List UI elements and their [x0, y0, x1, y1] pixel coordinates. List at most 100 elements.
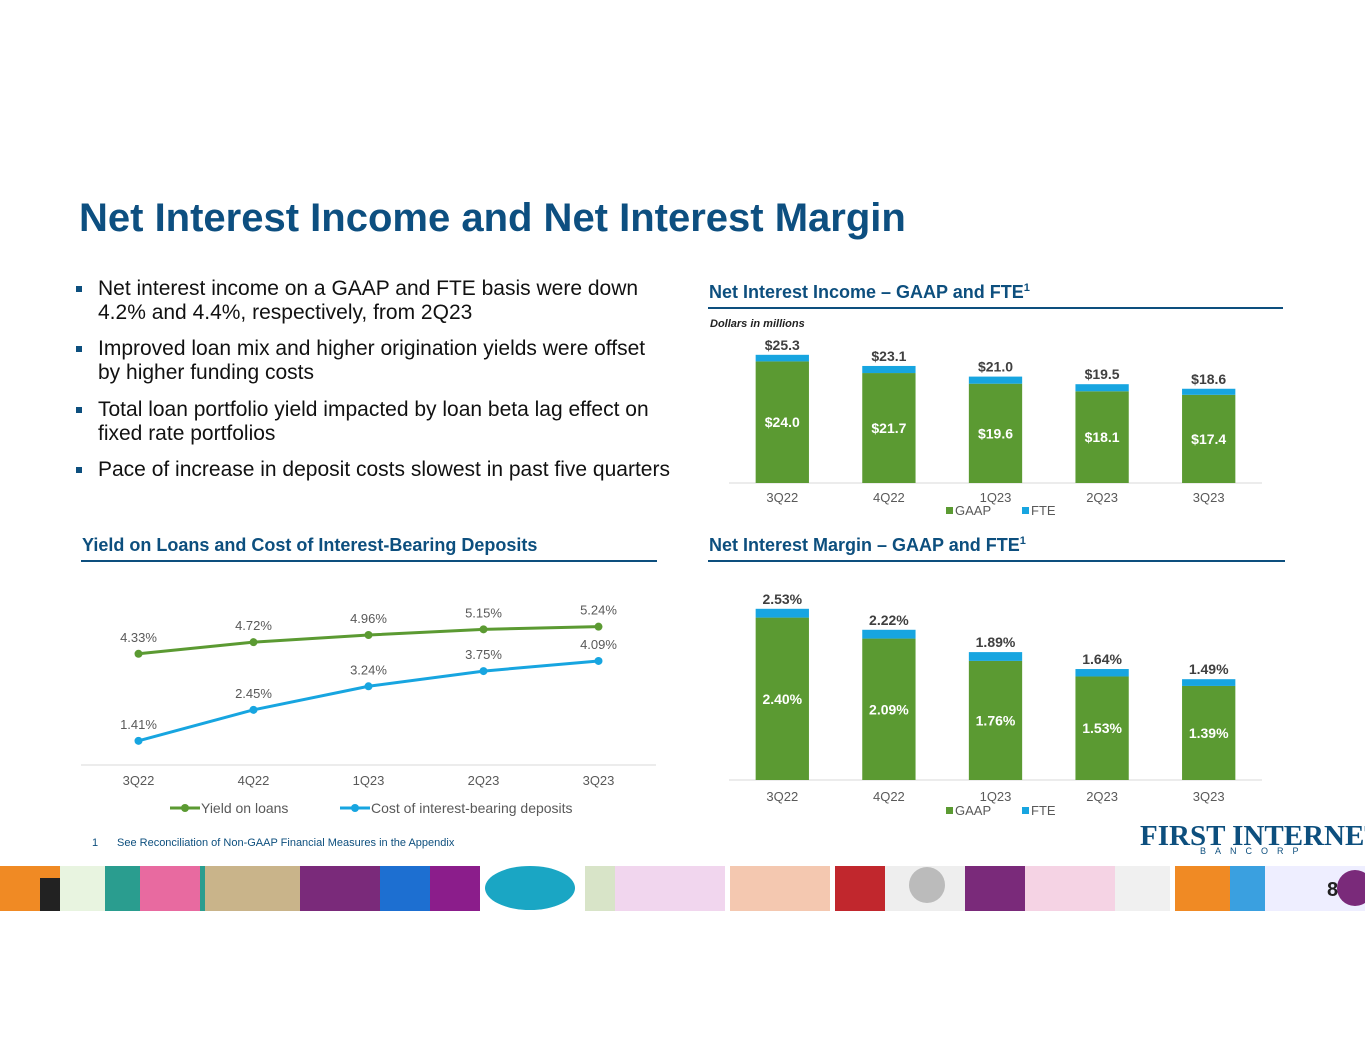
value-label: 4.09%: [580, 637, 617, 652]
legend-label: GAAP: [955, 503, 991, 518]
chart-title: Net Interest Income – GAAP and FTE1: [709, 282, 1030, 302]
value-label: 4.96%: [350, 611, 387, 626]
value-label: $19.6: [978, 425, 1013, 441]
x-tick-label: 3Q23: [1193, 490, 1225, 505]
x-tick-label: 4Q22: [873, 789, 905, 804]
bullet: Pace of increase in deposit costs slowes…: [76, 458, 673, 482]
total-label: 2.22%: [869, 612, 909, 628]
point: [594, 622, 603, 631]
chart-title: Net Interest Margin – GAAP and FTE1: [709, 535, 1026, 555]
bar-segment: [1182, 685, 1236, 780]
value-label: 3.24%: [350, 662, 387, 677]
bar-segment: [1182, 388, 1236, 395]
bar-segment: [968, 383, 1023, 483]
chart-subtitle: Dollars in millions: [710, 318, 805, 330]
chart-title-note: 1: [1024, 282, 1030, 294]
total-label: 2.53%: [762, 591, 802, 607]
logo-name: FIRST INTERNET: [1140, 820, 1365, 852]
point: [249, 705, 258, 714]
x-tick-label: 2Q23: [468, 773, 500, 788]
point: [479, 625, 488, 634]
x-tick-label: 3Q23: [583, 773, 615, 788]
chart-title-text: Net Interest Margin – GAAP and FTE: [709, 535, 1020, 555]
chart-title-note: 1: [1020, 535, 1026, 547]
x-tick-label: 4Q22: [873, 490, 905, 505]
total-label: 1.64%: [1082, 651, 1122, 667]
value-label: 5.15%: [465, 605, 502, 620]
total-label: $21.0: [978, 359, 1013, 375]
bullet: Total loan portfolio yield impacted by l…: [76, 398, 673, 446]
bar-segment: [968, 660, 1023, 780]
legend-swatch: [946, 507, 953, 514]
legend-label: Cost of interest-bearing deposits: [371, 800, 573, 816]
value-label: 1.76%: [976, 712, 1016, 728]
value-label: 5.24%: [580, 603, 617, 618]
series-line: [138, 625, 599, 656]
total-label: $25.3: [765, 337, 800, 353]
chart-title-text: Net Interest Income – GAAP and FTE: [709, 282, 1024, 302]
x-tick-label: 1Q23: [353, 773, 385, 788]
value-label: 4.33%: [120, 630, 157, 645]
value-label: 4.72%: [235, 618, 272, 633]
bar-segment: [755, 361, 809, 483]
bar-segment: [755, 354, 809, 362]
point: [594, 656, 603, 665]
value-label: 2.09%: [869, 701, 909, 717]
total-label: $19.5: [1085, 366, 1120, 382]
page-number: 8: [1327, 879, 1338, 901]
bar-segment: [1075, 676, 1129, 780]
chart-title: Yield on Loans and Cost of Interest-Bear…: [82, 535, 537, 555]
bar-segment: [862, 365, 916, 374]
value-label: 1.39%: [1189, 725, 1229, 741]
bar-segment: [1075, 384, 1129, 392]
x-tick-label: 2Q23: [1086, 490, 1118, 505]
point: [364, 631, 373, 640]
legend-label: GAAP: [955, 803, 991, 818]
legend-label: Yield on loans: [201, 800, 288, 816]
point: [364, 682, 373, 691]
value-label: 1.53%: [1082, 720, 1122, 736]
chart-title-text: Yield on Loans and Cost of Interest-Bear…: [82, 535, 537, 555]
x-tick-label: 3Q22: [766, 490, 798, 505]
x-tick-label: 1Q23: [980, 490, 1012, 505]
value-label: 2.45%: [235, 686, 272, 701]
bar-segment: [862, 629, 916, 639]
value-label: 2.40%: [762, 691, 802, 707]
legend-dot: [351, 804, 359, 812]
legend-dot: [181, 804, 189, 812]
bar-segment: [862, 373, 916, 483]
total-label: 1.49%: [1189, 661, 1229, 677]
value-label: $18.1: [1085, 429, 1120, 445]
point: [249, 638, 258, 647]
x-tick-label: 3Q22: [766, 789, 798, 804]
legend-swatch: [946, 807, 953, 814]
value-label: 3.75%: [465, 647, 502, 662]
bar-segment: [1075, 391, 1129, 483]
bar-segment: [1182, 679, 1236, 686]
x-tick-label: 2Q23: [1086, 789, 1118, 804]
logo-tagline: BANCORP: [1200, 846, 1308, 856]
value-label: $21.7: [871, 420, 906, 436]
bar-segment: [968, 652, 1023, 661]
bar-segment: [755, 617, 809, 780]
bar-segment: [1182, 394, 1236, 483]
value-label: 1.41%: [120, 717, 157, 732]
point: [134, 736, 143, 745]
point: [134, 649, 143, 658]
footnote-number: 1: [92, 837, 98, 849]
legend-label: FTE: [1031, 503, 1056, 518]
legend-swatch: [1022, 507, 1029, 514]
x-tick-label: 3Q22: [123, 773, 155, 788]
total-label: $18.6: [1191, 371, 1226, 387]
bar-segment: [1075, 669, 1129, 677]
value-label: $24.0: [765, 414, 800, 430]
point: [479, 667, 488, 676]
total-label: $23.1: [871, 348, 906, 364]
x-tick-label: 4Q22: [238, 773, 270, 788]
bar-segment: [968, 376, 1023, 384]
total-label: 1.89%: [976, 634, 1016, 650]
legend-swatch: [1022, 807, 1029, 814]
bullet: Improved loan mix and higher origination…: [76, 337, 673, 385]
